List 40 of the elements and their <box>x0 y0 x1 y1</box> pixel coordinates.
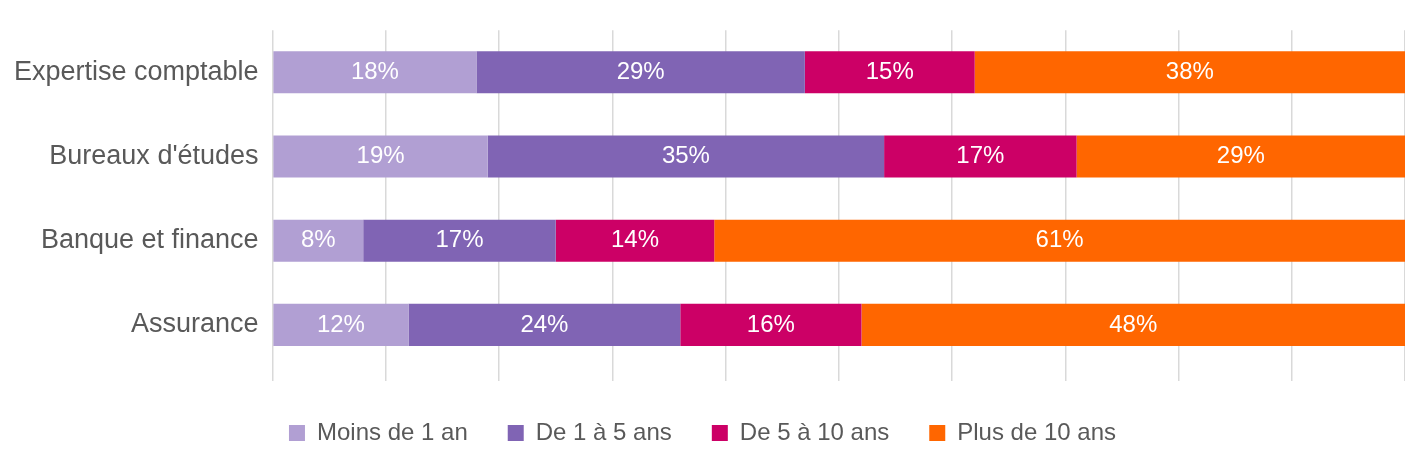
data-label: 35% <box>661 141 710 169</box>
bar <box>974 51 1405 94</box>
bar <box>884 135 1077 178</box>
data-label: 61% <box>1035 225 1084 253</box>
bar <box>714 219 1405 262</box>
legend-label: De 5 à 10 ans <box>739 417 890 445</box>
data-label: 29% <box>1216 141 1265 169</box>
data-label: 12% <box>316 309 365 337</box>
bar <box>363 219 556 262</box>
data-label: 16% <box>746 309 795 337</box>
data-label: 29% <box>616 56 665 84</box>
bar <box>555 219 715 262</box>
data-label: 38% <box>1165 56 1214 84</box>
legend-label: De 1 à 5 ans <box>535 417 672 445</box>
data-label: 19% <box>356 141 405 169</box>
legend-label: Plus de 10 ans <box>957 417 1117 445</box>
data-label: 15% <box>865 56 914 84</box>
data-label: 18% <box>350 56 399 84</box>
legend-label: Moins de 1 an <box>316 417 468 445</box>
data-label: 48% <box>1109 309 1158 337</box>
bar <box>1076 135 1405 178</box>
bar <box>273 219 364 262</box>
bar <box>273 51 477 94</box>
data-label: 17% <box>956 141 1005 169</box>
y-tick-label: Assurance <box>131 308 259 339</box>
bar <box>680 303 862 346</box>
y-tick-label: Bureaux d'études <box>49 139 259 170</box>
data-label: 24% <box>520 309 569 337</box>
data-label: 8% <box>300 225 336 253</box>
data-label: 14% <box>610 225 660 253</box>
bar <box>273 135 488 178</box>
bar <box>487 135 885 178</box>
y-tick-label: Expertise comptable <box>14 55 259 86</box>
bar <box>273 303 409 346</box>
data-label: 17% <box>435 225 484 253</box>
bar <box>476 51 805 94</box>
y-tick-label: Banque et finance <box>40 224 259 255</box>
bar <box>804 51 975 94</box>
bar <box>408 303 681 346</box>
bar <box>861 303 1405 346</box>
